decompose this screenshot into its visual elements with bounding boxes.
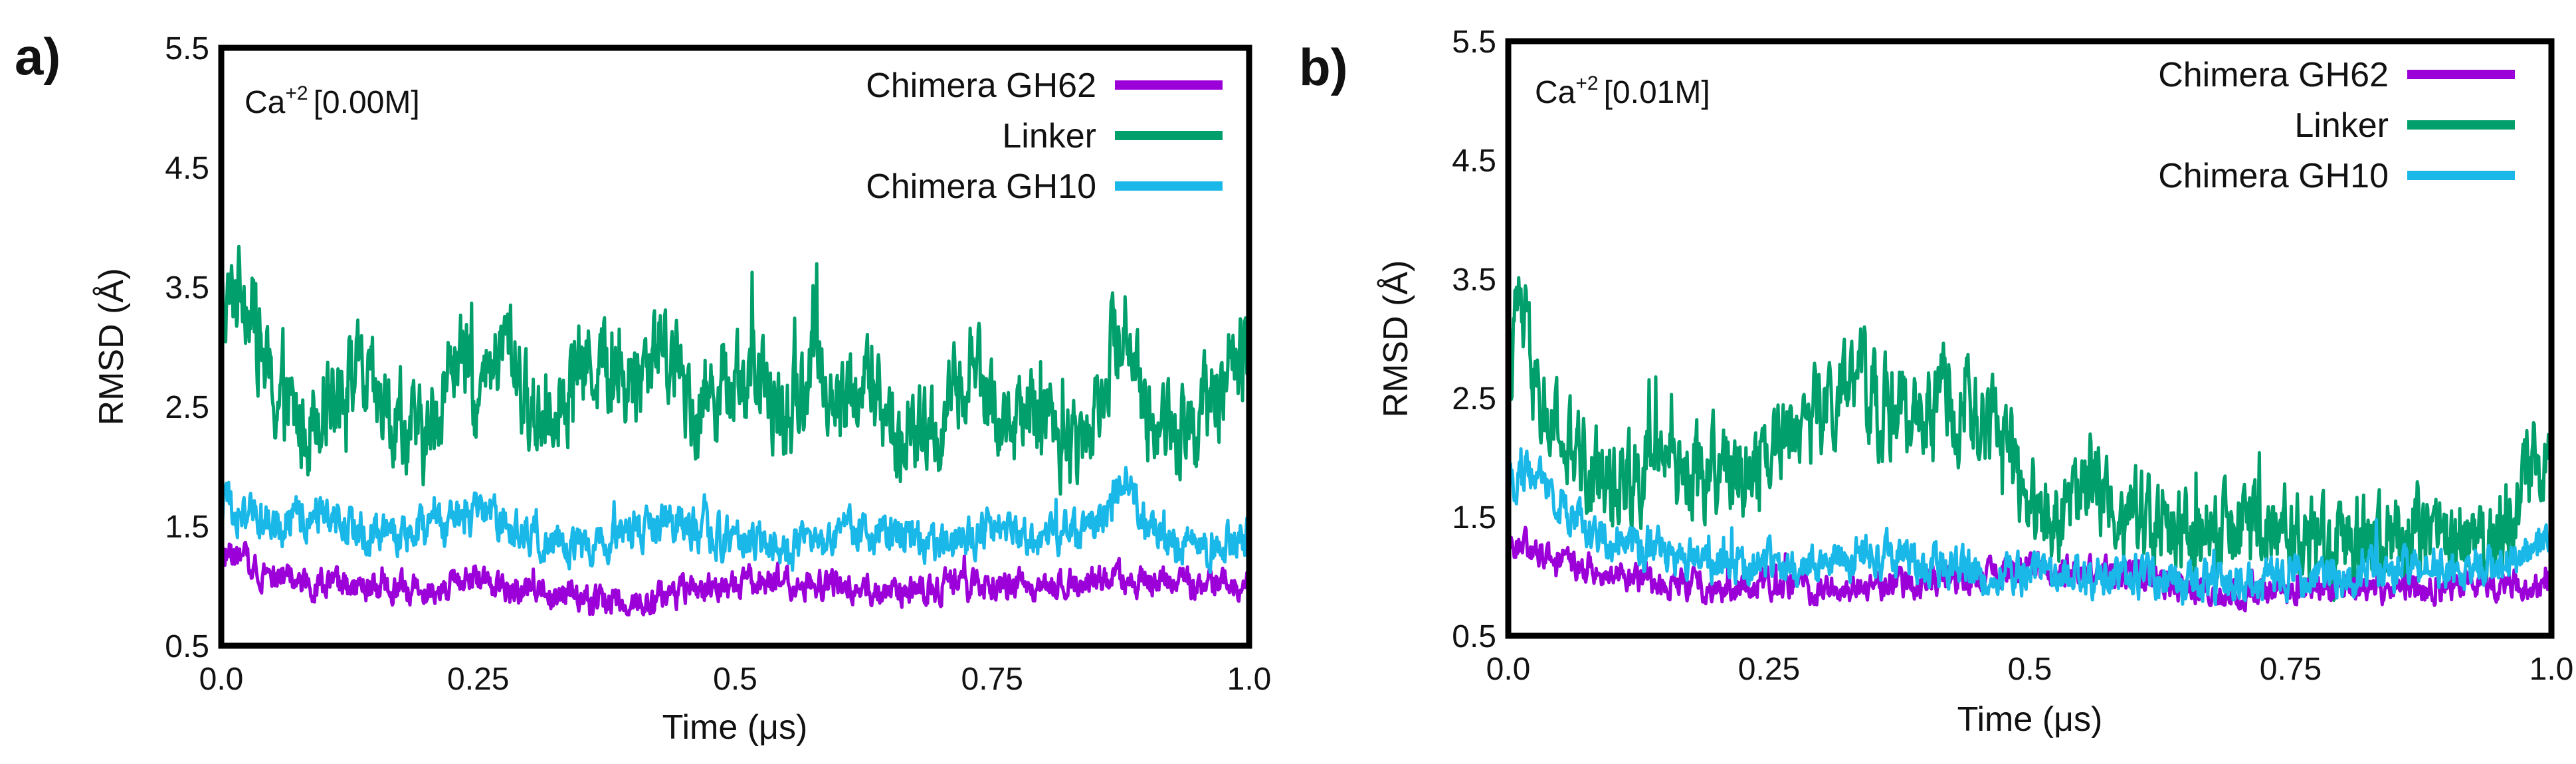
series-line-linker	[221, 244, 1249, 496]
legend: Chimera GH62 Linker Chimera GH10	[866, 66, 1223, 206]
x-tick-labels: 0.0 0.25 0.5 0.75 1.0	[199, 662, 1272, 697]
series-group	[1508, 276, 2551, 613]
legend-label: Linker	[2294, 106, 2389, 145]
y-tick-labels: 0.5 1.5 2.5 3.5 4.5 5.5	[1452, 25, 1496, 654]
y-tick-label: 4.5	[1452, 143, 1496, 179]
legend-label: Linker	[1002, 117, 1096, 155]
y-tick-label: 5.5	[1452, 25, 1496, 60]
x-tick-label: 0.0	[1486, 652, 1531, 687]
panel-b: b) 0.51.52.53.54.55.5 0.0 0.25 0.5 0.75 1.0 …	[1299, 25, 2573, 739]
condition-annotation: Ca+2 [0.00M]	[245, 82, 420, 120]
x-tick-label: 1.0	[1227, 662, 1272, 697]
condition-annotation: Ca+2 [0.01M]	[1535, 72, 1710, 110]
ion-charge: +2	[1575, 72, 1598, 94]
y-tick-label: 5.5	[165, 31, 209, 66]
series-group	[221, 244, 1249, 617]
legend-label: Chimera GH10	[2158, 157, 2389, 195]
x-tick-label: 0.25	[1738, 652, 1800, 687]
ion-charge: +2	[285, 82, 308, 104]
x-tick-label: 0.5	[2008, 652, 2052, 687]
plot-frame	[1505, 38, 2555, 639]
plot-frame	[218, 45, 1252, 649]
x-tick-label: 0.75	[2260, 652, 2322, 687]
y-axis-title: RMSD (Å)	[1377, 260, 1415, 418]
ion-label: Ca	[1535, 75, 1576, 110]
y-tick-label: 1.5	[1452, 500, 1496, 535]
ion-label: Ca	[245, 85, 286, 120]
x-tick-label: 0.0	[199, 662, 244, 697]
y-tick-labels: 0.5 1.5 2.5 3.5 4.5 5.5	[165, 31, 209, 664]
y-tick-label: 0.5	[1452, 619, 1496, 654]
x-axis-title: Time (μs)	[1957, 700, 2103, 739]
y-tick-label: 4.5	[165, 151, 209, 186]
ion-concentration: [0.00M]	[314, 85, 420, 120]
x-tick-labels: 0.0 0.25 0.5 0.75 1.0	[1486, 652, 2574, 687]
y-tick-label: 2.5	[1452, 381, 1496, 417]
y-axis-title: RMSD (Å)	[92, 268, 131, 426]
x-tick-label: 0.75	[961, 662, 1023, 697]
x-tick-label: 0.25	[447, 662, 509, 697]
series-line-chimera-gh62	[221, 520, 1249, 617]
legend-label: Chimera GH62	[866, 66, 1096, 105]
series-line-linker	[1508, 276, 2551, 603]
panel-a: a) 0.51.52.53.54.55.5 0.0 0.25 0.5 0.75 1.0 …	[15, 27, 1271, 747]
panel-label: a)	[15, 27, 60, 86]
ion-concentration: [0.01M]	[1604, 75, 1710, 110]
y-tick-label: 1.5	[165, 510, 209, 545]
x-tick-label: 1.0	[2529, 652, 2574, 687]
y-tick-label: 2.5	[165, 390, 209, 425]
legend: Chimera GH62 Linker Chimera GH10	[2158, 56, 2515, 195]
series-line-chimera-gh10	[1508, 447, 2551, 607]
series-line-chimera-gh10	[221, 466, 1249, 574]
y-tick-label: 0.5	[165, 629, 209, 664]
legend-label: Chimera GH10	[866, 167, 1096, 206]
panel-label: b)	[1299, 38, 1348, 96]
y-tick-label: 3.5	[165, 270, 209, 306]
legend-label: Chimera GH62	[2158, 56, 2389, 94]
y-tick-label: 3.5	[1452, 262, 1496, 298]
x-axis-title: Time (μs)	[662, 708, 808, 747]
x-tick-label: 0.5	[713, 662, 757, 697]
